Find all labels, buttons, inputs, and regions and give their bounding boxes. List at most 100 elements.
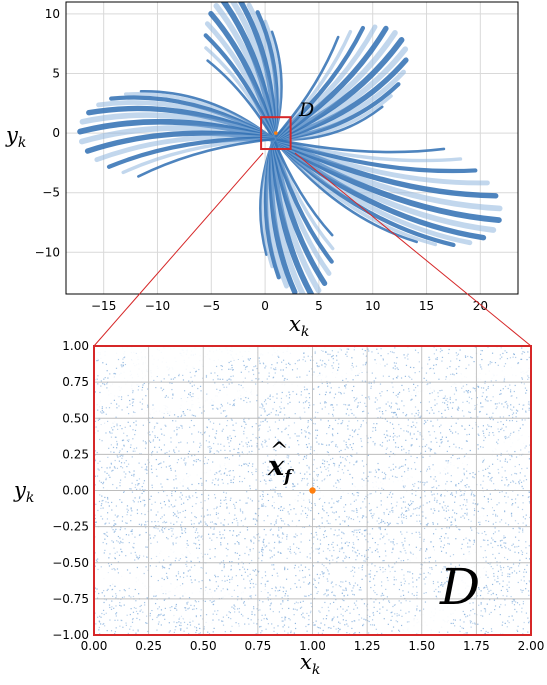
attractor-point: [476, 504, 478, 506]
attractor-point: [236, 608, 239, 610]
attractor-point: [494, 579, 496, 581]
attractor-point: [379, 612, 381, 614]
attractor-point: [160, 609, 163, 611]
attractor-point: [438, 378, 440, 380]
attractor-point: [206, 509, 209, 511]
attractor-point: [137, 484, 139, 486]
attractor-point: [456, 458, 459, 460]
attractor-point: [310, 593, 312, 596]
attractor-point: [418, 445, 421, 448]
attractor-point: [331, 498, 333, 500]
attractor-point: [133, 398, 135, 400]
attractor-point: [304, 576, 306, 578]
attractor-point: [168, 455, 170, 457]
attractor-point: [252, 463, 254, 465]
attractor-point: [505, 419, 508, 421]
attractor-point: [237, 448, 240, 450]
attractor-point: [407, 591, 410, 593]
attractor-point: [269, 398, 271, 400]
attractor-point: [428, 356, 430, 358]
attractor-point: [380, 585, 383, 587]
attractor-point: [369, 624, 372, 626]
attractor-point: [376, 399, 378, 401]
attractor-point: [308, 623, 310, 626]
attractor-point: [464, 428, 466, 430]
attractor-point: [456, 526, 458, 528]
attractor-point: [381, 391, 383, 393]
attractor-point: [262, 446, 264, 448]
attractor-point: [313, 470, 315, 473]
attractor-point: [392, 391, 395, 394]
attractor-point: [353, 396, 355, 399]
attractor-point: [96, 597, 99, 599]
attractor-point: [119, 455, 121, 457]
attractor-point: [203, 410, 205, 412]
attractor-point: [324, 624, 326, 626]
attractor-point: [307, 427, 309, 429]
attractor-point: [140, 513, 143, 515]
attractor-lobe-1: [270, 24, 409, 142]
attractor-point: [247, 471, 250, 473]
attractor-point: [464, 490, 466, 492]
attractor-point: [114, 514, 116, 516]
attractor-point: [518, 527, 520, 529]
attractor-point: [440, 540, 442, 542]
attractor-point: [390, 541, 392, 543]
attractor-point: [144, 441, 147, 443]
attractor-point: [483, 587, 485, 589]
attractor-point: [198, 535, 200, 537]
attractor-point: [485, 389, 487, 391]
attractor-point: [293, 536, 295, 538]
attractor-point: [477, 448, 479, 450]
attractor-point: [238, 464, 240, 466]
attractor-point: [329, 382, 331, 384]
attractor-lobe-4: [77, 90, 277, 178]
attractor-point: [261, 444, 263, 446]
attractor-point: [154, 520, 156, 523]
attractor-point: [278, 441, 280, 443]
attractor-point: [472, 502, 474, 504]
attractor-point: [126, 439, 129, 441]
attractor-point: [140, 609, 142, 611]
attractor-point: [120, 398, 123, 401]
attractor-point: [392, 605, 394, 608]
attractor-point: [247, 441, 250, 443]
attractor-point: [193, 424, 195, 427]
attractor-point: [271, 564, 273, 566]
attractor-point: [487, 631, 489, 634]
attractor-point: [371, 351, 373, 353]
attractor-point: [282, 586, 284, 588]
attractor-point: [180, 457, 182, 459]
attractor-point: [515, 356, 517, 359]
attractor-point: [438, 510, 440, 512]
attractor-point: [342, 608, 344, 610]
attractor-point: [163, 378, 165, 380]
attractor-point: [299, 416, 301, 418]
attractor-point: [522, 487, 524, 490]
attractor-point: [288, 469, 290, 471]
attractor-point: [283, 379, 285, 381]
attractor-point: [404, 549, 406, 552]
attractor-point: [466, 512, 468, 514]
attractor-point: [379, 392, 381, 395]
attractor-point: [481, 350, 483, 352]
attractor-point: [390, 503, 393, 505]
attractor-point: [224, 575, 226, 577]
attractor-point: [120, 465, 122, 468]
attractor-point: [294, 413, 296, 415]
attractor-point: [261, 560, 263, 562]
attractor-point: [162, 388, 165, 390]
attractor-point: [251, 500, 253, 502]
attractor-point: [382, 358, 384, 360]
attractor-point: [323, 565, 325, 567]
attractor-point: [306, 556, 308, 558]
attractor-point: [198, 523, 200, 525]
attractor-point: [391, 382, 393, 384]
attractor-point: [173, 414, 176, 416]
attractor-point: [388, 523, 390, 525]
attractor-point: [367, 609, 369, 611]
attractor-point: [395, 620, 397, 622]
attractor-point: [309, 473, 311, 475]
attractor-point: [451, 523, 453, 526]
attractor-point: [353, 385, 355, 388]
